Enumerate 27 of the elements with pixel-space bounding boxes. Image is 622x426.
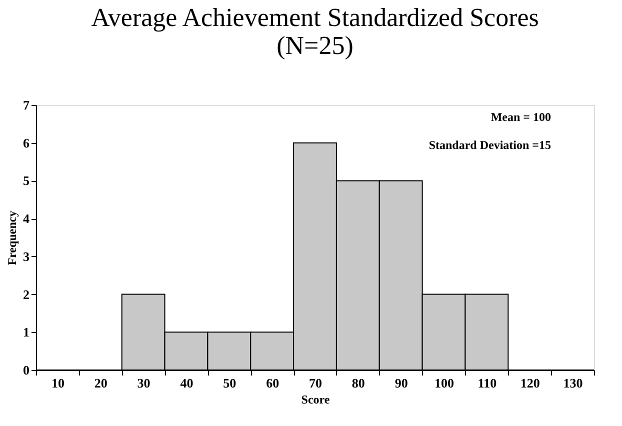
x-axis-title: Score (301, 392, 330, 406)
x-tick-label: 70 (309, 376, 322, 390)
y-tick-label: 4 (23, 211, 30, 226)
x-tick-label: 100 (434, 376, 454, 390)
x-tick-label: 110 (478, 376, 497, 390)
y-tick-label: 2 (23, 286, 30, 302)
y-tick-label: 7 (23, 98, 30, 112)
annotation: Standard Deviation =15 (428, 138, 551, 152)
y-tick-label: 6 (23, 135, 30, 150)
y-tick-label: 5 (23, 173, 30, 188)
x-tick-label: 60 (266, 376, 280, 390)
x-tick-label: 90 (394, 376, 408, 390)
y-tick-label: 1 (23, 324, 30, 340)
x-tick-label: 80 (352, 376, 365, 390)
annotation: Mean = 100 (490, 110, 551, 124)
text: Average Achievement Standardized Scores (91, 3, 539, 32)
x-tick-label: 120 (520, 376, 540, 390)
y-tick-label: 0 (23, 362, 30, 378)
text: (N=25) (276, 31, 354, 60)
y-axis-title: Frequency (5, 210, 19, 266)
x-tick-label: 20 (94, 376, 108, 390)
y-tick-label: 3 (23, 248, 30, 264)
x-tick-label: 130 (563, 376, 583, 390)
x-tick-label: 30 (137, 376, 150, 390)
x-tick-label: 10 (51, 376, 64, 390)
x-tick-label: 40 (180, 376, 194, 390)
x-tick-label: 50 (223, 376, 236, 390)
